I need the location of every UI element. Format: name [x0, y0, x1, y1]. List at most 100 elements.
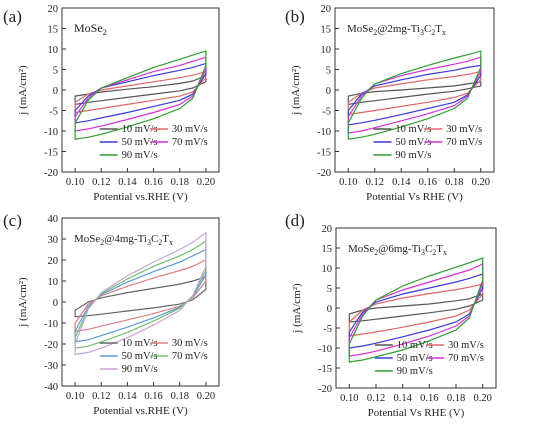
cv-curve-30mvs [74, 70, 207, 114]
legend-entry: 50 mV/s [395, 137, 431, 148]
y-tick-label: -10 [44, 319, 58, 330]
cv-curve-10mvs [74, 275, 207, 318]
x-tick-label: 0.10 [66, 391, 84, 402]
cv-curve-10mvs [347, 81, 482, 106]
y-tick-label: 10 [321, 45, 332, 56]
legend-entry: 70 mV/s [172, 351, 208, 362]
y-tick-label: -20 [44, 340, 58, 351]
x-tick-label: 0.12 [92, 391, 110, 402]
y-tick-label: -20 [317, 168, 331, 179]
y-axis-label: j (mA/cm²) [290, 65, 302, 116]
x-tick-label: 0.20 [473, 393, 491, 404]
cv-curve-30mvs [347, 70, 482, 116]
panel-label: (c) [3, 211, 22, 230]
cv-curve-90mvs [348, 257, 484, 363]
sample-title: MoSe2 [74, 21, 107, 37]
legend-entry: 70 mV/s [172, 137, 208, 148]
panel-3: (c) -40 -30 -20 -10 0 10 20 30 40 0.10 0.12 0.14 0.16… [3, 211, 220, 417]
x-tick-label: 0.20 [197, 391, 215, 402]
legend-entry: 10 mV/s [395, 124, 431, 135]
x-tick-label: 0.20 [472, 177, 490, 188]
x-tick-label: 0.18 [171, 391, 189, 402]
cv-curve-30mvs [348, 283, 484, 337]
y-tick-label: 5 [53, 66, 58, 77]
legend-entry: 50 mV/s [397, 353, 433, 364]
y-tick-label: 20 [48, 256, 59, 267]
cv-curve-10mvs [348, 293, 484, 323]
y-tick-label: 0 [327, 304, 332, 315]
legend-entry: 30 mV/s [172, 124, 208, 135]
y-tick-label: 20 [322, 224, 333, 235]
y-tick-label: 15 [321, 25, 332, 36]
x-axis-label: Potential vs.RHE (V) [93, 405, 188, 417]
panel-4: (d) -20 -15 -10 -5 0 5 10 15 20 0.10 0.12 0.14 0.16 0.… [285, 211, 497, 419]
legend-entry: 10 mV/s [397, 340, 433, 351]
legend-entry: 30 mV/s [448, 340, 484, 351]
cv-curve-50mvs [347, 64, 482, 126]
y-tick-label: 0 [326, 86, 331, 97]
cv-curve-50mvs [74, 248, 207, 343]
legend-entry: 90 mV/s [397, 366, 433, 377]
sample-title: MoSe2@4mg-Ti3C2Tx [74, 233, 173, 247]
x-axis-label: Potential vs.RHE (V) [93, 191, 188, 203]
x-tick-label: 0.14 [118, 177, 137, 188]
y-tick-label: -20 [44, 168, 58, 179]
panel-1: (a) -20 -15 -10 -5 0 5 10 15 20 0.10 0.12 0.14 0.16 0.… [3, 4, 220, 203]
panel-2: (b) -20 -15 -10 -5 0 5 10 15 20 0.10 0.12 0.14 0.16 0.… [285, 4, 495, 203]
y-tick-label: -15 [317, 148, 331, 159]
cv-curve-90mvs [74, 231, 207, 356]
legend-entry: 50 mV/s [122, 137, 158, 148]
x-tick-label: 0.14 [393, 393, 412, 404]
panel-label: (a) [3, 7, 22, 26]
cv-curve-50mvs [74, 62, 207, 124]
y-tick-label: 15 [48, 25, 59, 36]
cv-curve-70mvs [74, 240, 207, 349]
legend-entry: 50 mV/s [122, 351, 158, 362]
y-tick-label: 0 [53, 86, 58, 97]
cv-curve-70mvs [348, 263, 484, 357]
y-tick-label: -10 [317, 127, 331, 138]
x-tick-label: 0.14 [118, 391, 137, 402]
cv-curve-30mvs [74, 259, 207, 333]
legend-entry: 30 mV/s [446, 124, 482, 135]
x-axis-label: Potential Vs RHE (V) [366, 191, 463, 203]
x-tick-label: 0.16 [144, 177, 162, 188]
x-tick-label: 0.16 [419, 177, 437, 188]
y-axis-label: j (mA/cm²) [291, 283, 303, 334]
x-tick-label: 0.18 [171, 177, 189, 188]
y-tick-label: -20 [318, 384, 332, 395]
y-tick-label: -15 [44, 148, 58, 159]
legend-entry: 90 mV/s [122, 364, 158, 375]
y-tick-label: -5 [322, 107, 331, 118]
y-tick-label: 40 [48, 214, 59, 225]
cv-curve-10mvs [74, 74, 207, 106]
x-tick-label: 0.12 [367, 393, 385, 404]
x-tick-label: 0.16 [144, 391, 162, 402]
cv-curve-50mvs [348, 273, 484, 349]
sample-title: MoSe2@2mg-Ti3C2Tx [347, 23, 446, 37]
x-tick-label: 0.18 [447, 393, 465, 404]
x-axis-label: Potential Vs RHE (V) [368, 407, 465, 419]
y-tick-label: 10 [48, 277, 59, 288]
legend-entry: 70 mV/s [446, 137, 482, 148]
y-tick-label: -40 [44, 382, 58, 393]
y-tick-label: 5 [327, 284, 332, 295]
y-tick-label: -5 [323, 324, 332, 335]
legend-entry: 90 mV/s [122, 150, 158, 161]
y-tick-label: -10 [318, 344, 332, 355]
x-tick-label: 0.10 [340, 393, 358, 404]
legend-entry: 10 mV/s [122, 338, 158, 349]
x-tick-label: 0.12 [366, 177, 384, 188]
y-tick-label: 10 [48, 45, 59, 56]
sample-title: MoSe2@6mg-Ti3C2Tx [348, 243, 447, 257]
x-tick-label: 0.10 [66, 177, 84, 188]
y-axis-label: j (mA/cm²) [17, 277, 29, 328]
y-tick-label: 0 [53, 298, 58, 309]
cv-curve-70mvs [347, 56, 482, 134]
y-tick-label: -10 [44, 127, 58, 138]
x-tick-label: 0.10 [339, 177, 357, 188]
x-tick-label: 0.12 [92, 177, 110, 188]
y-tick-label: 5 [326, 66, 331, 77]
y-tick-label: -5 [49, 107, 58, 118]
